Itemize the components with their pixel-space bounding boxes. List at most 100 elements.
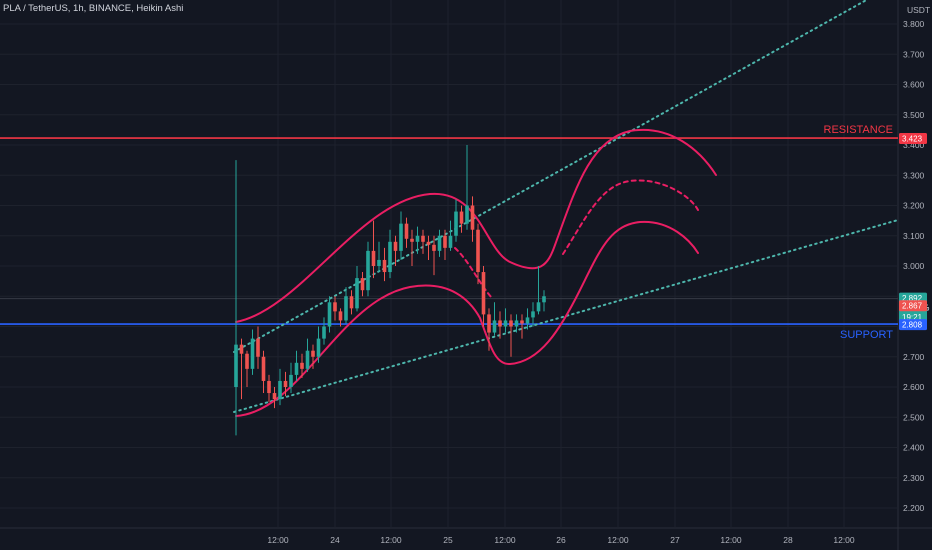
prev-close-tag-text: 2.867 <box>902 302 923 311</box>
y-tick-label: 2.600 <box>903 382 925 392</box>
x-tick-label: 12:00 <box>494 535 516 545</box>
y-tick-label: 3.800 <box>903 19 925 29</box>
y-tick-label: 3.500 <box>903 110 925 120</box>
x-tick-label: 27 <box>670 535 680 545</box>
candle-body <box>355 278 359 309</box>
x-tick-label: 12:00 <box>720 535 742 545</box>
resistance-price-tag: 3.423 <box>899 133 927 145</box>
x-tick-label: 12:00 <box>833 535 855 545</box>
candle-body <box>344 296 348 321</box>
candle-body <box>294 362 299 375</box>
candle-body <box>289 374 293 387</box>
candle-body <box>278 380 282 400</box>
x-tick-label: 26 <box>556 535 566 545</box>
candle-body <box>239 344 244 354</box>
candle-body <box>234 344 238 387</box>
candle-body <box>382 259 387 273</box>
candle-body <box>421 235 425 242</box>
candle-body <box>542 296 546 303</box>
candle-body <box>338 311 343 321</box>
candle-body <box>322 326 326 339</box>
candle-body <box>305 350 310 369</box>
y-tick-label: 3.100 <box>903 231 925 241</box>
current-price-tag-text: 2.892 <box>902 294 923 303</box>
resistance-price-tag-bg <box>899 133 927 145</box>
candle-body <box>487 314 491 333</box>
candle-body <box>415 235 420 242</box>
candle-body <box>283 380 288 387</box>
drawing-tools <box>233 0 899 417</box>
candle-body <box>459 211 464 224</box>
y-tick-label: 2.500 <box>903 412 925 422</box>
y-tick-label: 3.200 <box>903 201 925 211</box>
y-tick-label: 3.700 <box>903 49 925 59</box>
candle-body <box>410 238 414 242</box>
candle-body <box>432 244 436 251</box>
x-tick-label: 25 <box>443 535 453 545</box>
candle-body <box>311 350 315 357</box>
y-tick-label: 3.000 <box>903 261 925 271</box>
candle-body <box>503 320 508 327</box>
upper-trendline <box>233 0 869 353</box>
candle-body <box>300 362 304 369</box>
x-tick-label: 24 <box>330 535 340 545</box>
resistance-price-tag-text: 3.423 <box>902 135 923 144</box>
candle-body <box>514 320 519 327</box>
candle-body <box>536 302 541 312</box>
lower-projection-curve <box>235 220 699 417</box>
candle-body <box>404 223 409 239</box>
candle-body <box>377 259 381 266</box>
candle-body <box>316 338 321 357</box>
candle-body <box>520 320 524 324</box>
x-tick-label: 12:00 <box>607 535 629 545</box>
y-tick-label: 2.300 <box>903 473 925 483</box>
candle-body <box>272 393 277 400</box>
candle-body <box>261 356 266 381</box>
candle-body <box>256 338 260 357</box>
x-tick-label: 12:00 <box>380 535 402 545</box>
candle-body <box>492 320 497 333</box>
middle-projection-curve <box>454 179 699 299</box>
chart-title: PLA / TetherUS, 1h, BINANCE, Heikin Ashi <box>3 3 184 14</box>
y-tick-label: 2.200 <box>903 503 925 513</box>
levels-layer: RESISTANCE SUPPORT <box>0 124 898 341</box>
y-tick-label: 3.600 <box>903 80 925 90</box>
candle-body <box>426 241 431 245</box>
candle-body <box>476 229 480 273</box>
candle-body <box>481 272 486 315</box>
x-tick-label: 12:00 <box>267 535 289 545</box>
prev-close-tag-bg <box>899 300 927 312</box>
candle-body <box>437 235 442 251</box>
support-label: SUPPORT <box>840 329 893 341</box>
candle-body <box>349 296 354 309</box>
support-price-tag: 2.808 <box>899 319 927 331</box>
current-price-tag-text: 19:21 <box>902 313 923 322</box>
x-tick-label: 28 <box>783 535 793 545</box>
candle-body <box>333 302 337 312</box>
candle-body <box>443 235 447 248</box>
time-axis[interactable]: 12:00 24 12:00 25 12:00 26 12:00 27 12:00 28 12:00 <box>267 535 855 545</box>
candle-body <box>448 235 453 248</box>
y-tick-label: 3.400 <box>903 140 925 150</box>
upper-projection-curve <box>235 128 717 323</box>
support-price-tag-bg <box>899 319 927 331</box>
price-axis-unit: USDT <box>907 5 930 15</box>
support-price-tag-text: 2.808 <box>902 321 923 330</box>
candle-body <box>245 353 249 369</box>
y-tick-label: 2.400 <box>903 443 925 453</box>
candle-body <box>465 205 469 224</box>
candles-layer <box>234 145 546 436</box>
candle-body <box>399 223 403 251</box>
candle-body <box>371 250 376 266</box>
y-tick-label: 2.700 <box>903 352 925 362</box>
candle-body <box>509 320 513 327</box>
prev-close-tag: 2.867 <box>899 300 927 312</box>
candle-body <box>366 250 370 291</box>
y-tick-label: 3.300 <box>903 170 925 180</box>
candle-body <box>327 302 332 327</box>
resistance-label: RESISTANCE <box>824 124 893 136</box>
candle-body <box>388 241 392 273</box>
